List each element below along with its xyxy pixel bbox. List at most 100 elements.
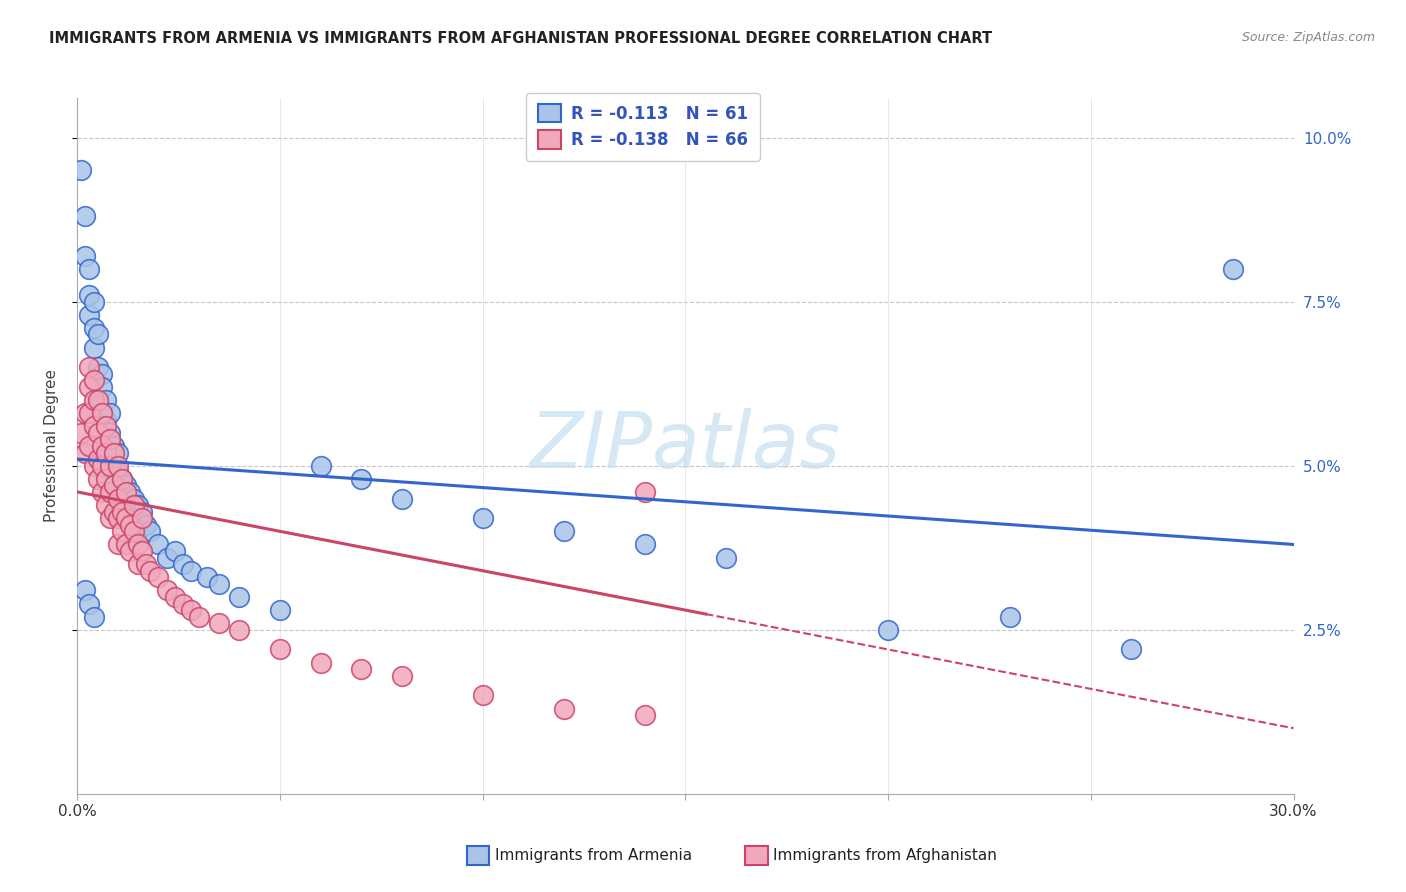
Point xyxy=(350,662,373,676)
Point xyxy=(103,505,125,519)
Point xyxy=(98,425,121,440)
Point xyxy=(115,478,138,492)
Point xyxy=(98,485,121,500)
Point xyxy=(115,537,138,551)
Point xyxy=(634,537,657,551)
Point xyxy=(83,373,105,387)
Point xyxy=(471,689,494,703)
Point xyxy=(98,458,121,473)
Point xyxy=(553,701,575,715)
Point xyxy=(634,708,657,723)
Point xyxy=(269,603,291,617)
Point xyxy=(94,498,117,512)
Point xyxy=(118,485,141,500)
Point xyxy=(172,557,194,571)
Point xyxy=(79,597,101,611)
Point xyxy=(79,406,101,420)
Point xyxy=(228,623,250,637)
Point xyxy=(94,445,117,459)
Point xyxy=(139,524,162,539)
Point xyxy=(83,294,105,309)
Point xyxy=(118,544,141,558)
Point xyxy=(75,249,97,263)
Point xyxy=(111,505,134,519)
Point xyxy=(83,419,105,434)
Point xyxy=(139,564,162,578)
Text: IMMIGRANTS FROM ARMENIA VS IMMIGRANTS FROM AFGHANISTAN PROFESSIONAL DEGREE CORRE: IMMIGRANTS FROM ARMENIA VS IMMIGRANTS FR… xyxy=(49,31,993,46)
Point xyxy=(86,392,108,407)
Point xyxy=(163,590,186,604)
Point xyxy=(107,458,129,473)
Point xyxy=(163,544,186,558)
Point xyxy=(115,511,138,525)
Point xyxy=(188,609,211,624)
Point xyxy=(127,537,149,551)
Point xyxy=(94,413,117,427)
Point xyxy=(90,406,112,420)
Point xyxy=(79,380,101,394)
Y-axis label: Professional Degree: Professional Degree xyxy=(44,369,59,523)
Point xyxy=(135,557,157,571)
Point xyxy=(94,392,117,407)
Point xyxy=(122,524,145,539)
Point xyxy=(70,425,93,440)
Point xyxy=(79,288,101,302)
Point xyxy=(79,261,101,276)
Point xyxy=(131,505,153,519)
Point xyxy=(115,505,138,519)
Point xyxy=(79,308,101,322)
Point xyxy=(135,517,157,532)
Point xyxy=(94,439,117,453)
Point xyxy=(86,452,108,467)
Point xyxy=(90,439,112,453)
Point xyxy=(127,557,149,571)
Legend: R = -0.113   N = 61, R = -0.138   N = 66: R = -0.113 N = 61, R = -0.138 N = 66 xyxy=(526,93,759,161)
Point xyxy=(83,341,105,355)
Point xyxy=(131,511,153,525)
Point xyxy=(86,472,108,486)
Point xyxy=(83,392,105,407)
Point xyxy=(86,392,108,407)
Point xyxy=(75,583,97,598)
Point xyxy=(118,517,141,532)
Point xyxy=(103,439,125,453)
Point xyxy=(115,485,138,500)
Point xyxy=(103,445,125,459)
Point xyxy=(75,209,97,223)
Point xyxy=(195,570,218,584)
Point xyxy=(75,406,97,420)
Point xyxy=(111,472,134,486)
Point xyxy=(1121,642,1143,657)
Point xyxy=(98,511,121,525)
Point xyxy=(111,498,134,512)
Point xyxy=(83,458,105,473)
Point xyxy=(86,327,108,342)
Point xyxy=(122,491,145,506)
Point xyxy=(107,537,129,551)
Point xyxy=(180,603,202,617)
Point xyxy=(180,564,202,578)
Point xyxy=(309,458,332,473)
Point xyxy=(148,537,170,551)
Point xyxy=(75,445,97,459)
Point xyxy=(155,550,177,565)
Point xyxy=(103,478,125,492)
Point xyxy=(309,656,332,670)
Point xyxy=(107,491,129,506)
Point xyxy=(208,577,231,591)
Text: Source: ZipAtlas.com: Source: ZipAtlas.com xyxy=(1241,31,1375,45)
Point xyxy=(714,550,737,565)
Point xyxy=(111,472,134,486)
Point xyxy=(998,609,1021,624)
Point xyxy=(111,524,134,539)
Point xyxy=(148,570,170,584)
Point xyxy=(90,367,112,381)
Point xyxy=(350,472,373,486)
Point xyxy=(553,524,575,539)
Point xyxy=(90,485,112,500)
Point xyxy=(127,498,149,512)
Point xyxy=(107,445,129,459)
Point xyxy=(127,524,149,539)
Point xyxy=(172,597,194,611)
Point xyxy=(86,425,108,440)
